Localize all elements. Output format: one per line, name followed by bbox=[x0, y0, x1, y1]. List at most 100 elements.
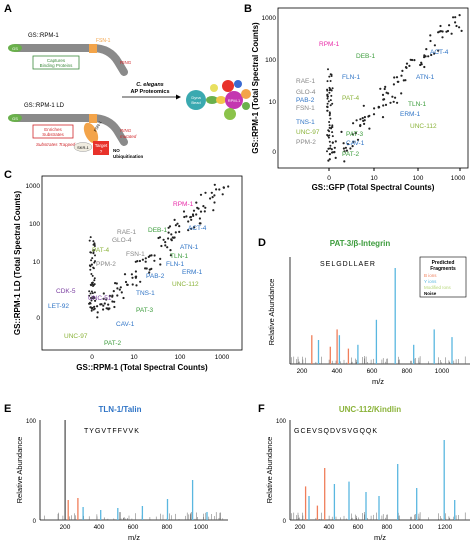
data-point bbox=[328, 114, 331, 117]
data-point bbox=[153, 254, 156, 257]
data-point bbox=[423, 65, 426, 69]
data-point bbox=[93, 261, 96, 264]
f-xtick: 800 bbox=[382, 524, 393, 531]
trapped-text: Substrates Trapped bbox=[36, 142, 76, 147]
data-point bbox=[90, 290, 93, 293]
f-xtick: 1000 bbox=[409, 524, 424, 531]
data-point bbox=[130, 273, 133, 276]
data-point bbox=[377, 105, 380, 108]
data-point bbox=[213, 201, 216, 204]
data-point bbox=[450, 32, 453, 35]
c-label-fln1: FLN-1 bbox=[166, 261, 184, 268]
data-point bbox=[91, 257, 94, 260]
data-point bbox=[352, 122, 355, 125]
data-point bbox=[108, 294, 111, 297]
legend-title-2: Fragments bbox=[430, 266, 456, 272]
data-point bbox=[93, 305, 96, 308]
data-point bbox=[327, 134, 329, 137]
b-label-rae1: RAE-1 bbox=[296, 78, 316, 85]
data-point bbox=[131, 276, 134, 279]
data-point bbox=[391, 95, 394, 98]
c-xlabel: GS::RPM-1 (Total Spectral Counts) bbox=[76, 363, 208, 372]
e-sequence: TYGVTFFVVK bbox=[84, 428, 140, 435]
data-point bbox=[404, 66, 408, 69]
e-ytick: 100 bbox=[26, 419, 37, 425]
skr-label: SKR-1 bbox=[77, 145, 90, 150]
panel-f-letter: F bbox=[258, 403, 265, 415]
data-point bbox=[433, 44, 436, 47]
data-point bbox=[93, 245, 96, 247]
data-point bbox=[331, 124, 334, 127]
data-point bbox=[381, 116, 385, 119]
data-point bbox=[195, 213, 198, 216]
panel-a-letter: A bbox=[4, 3, 12, 15]
data-point bbox=[93, 291, 96, 294]
f-ytick: 0 bbox=[283, 519, 287, 525]
data-point bbox=[387, 92, 390, 95]
data-point bbox=[144, 257, 147, 260]
data-point bbox=[144, 267, 147, 270]
data-point bbox=[329, 104, 332, 107]
fsn-label: FSN-1 bbox=[96, 38, 111, 44]
data-point bbox=[328, 124, 331, 127]
c-ylabel: GS::RPM-1 LD (Total Spectral Counts) bbox=[13, 191, 22, 336]
data-point bbox=[192, 214, 195, 217]
data-point bbox=[90, 282, 93, 284]
c-label-tns1: TNS-1 bbox=[136, 290, 155, 297]
data-point bbox=[213, 194, 216, 197]
data-point bbox=[166, 246, 169, 249]
d-peaks bbox=[291, 268, 466, 364]
b-xtick: 100 bbox=[413, 175, 424, 182]
panel-c-letter: C bbox=[4, 169, 12, 181]
data-point bbox=[88, 239, 91, 242]
data-point bbox=[454, 16, 457, 19]
e-xlabel: m/z bbox=[128, 533, 140, 542]
data-point bbox=[331, 151, 333, 154]
data-point bbox=[409, 58, 412, 61]
data-point bbox=[198, 222, 201, 225]
data-point bbox=[420, 63, 423, 66]
f-ytick: 100 bbox=[276, 419, 287, 425]
rpm1-ld-label: GS::RPM-1 LD bbox=[24, 103, 65, 109]
data-point bbox=[328, 158, 331, 161]
ubiquitination-label: Ubiquitination bbox=[113, 154, 143, 159]
data-point bbox=[90, 263, 93, 266]
data-point bbox=[384, 103, 388, 106]
data-point bbox=[328, 153, 331, 156]
b-xtick: 10 bbox=[370, 175, 378, 182]
data-point bbox=[170, 233, 173, 236]
b-ytick: 1000 bbox=[262, 15, 277, 22]
f-ylabel: Relative Abundance bbox=[265, 437, 274, 504]
data-point bbox=[102, 304, 105, 307]
data-point bbox=[429, 34, 432, 37]
b-label-act4: ACT-4 bbox=[430, 49, 449, 56]
b-label-fln1: FLN-1 bbox=[342, 74, 360, 81]
data-point bbox=[221, 193, 224, 196]
data-point bbox=[446, 29, 450, 33]
ring-mut-label: RING bbox=[120, 128, 132, 133]
data-point bbox=[190, 227, 193, 230]
b-label-erm1: ERM-1 bbox=[400, 111, 421, 118]
b-label-unc97: UNC-97 bbox=[296, 129, 320, 136]
data-point bbox=[402, 79, 405, 82]
plot-c-axes: 0 10 100 1000 1000 100 10 0 GS::RPM-1 (T… bbox=[13, 183, 230, 372]
panel-e: E TLN-1/Talin 100 0 TYGVTFFVVK 200 400 6… bbox=[4, 403, 228, 542]
e-xtick: 200 bbox=[60, 524, 71, 531]
data-point bbox=[147, 255, 150, 258]
legend-b-ions: B ions bbox=[424, 273, 437, 278]
plot-b-frame bbox=[277, 7, 469, 169]
data-point bbox=[118, 288, 121, 291]
data-point bbox=[331, 135, 334, 138]
d-xtick: 200 bbox=[297, 368, 308, 375]
data-point bbox=[334, 156, 337, 159]
plot-c-points bbox=[88, 183, 230, 319]
data-point bbox=[158, 236, 162, 239]
data-point bbox=[209, 197, 212, 200]
data-point bbox=[413, 59, 416, 62]
data-point bbox=[326, 89, 329, 92]
data-point bbox=[173, 236, 176, 239]
legend-mod-ions: Modified Ions bbox=[424, 285, 452, 290]
data-point bbox=[331, 87, 334, 90]
data-point bbox=[111, 295, 114, 298]
data-point bbox=[363, 119, 366, 122]
